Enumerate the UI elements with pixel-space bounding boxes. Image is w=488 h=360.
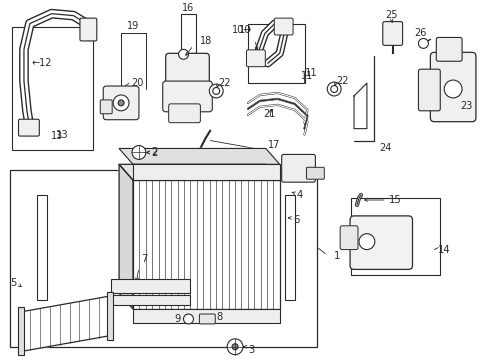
Text: 4: 4 bbox=[296, 190, 302, 200]
Bar bbox=[10, 170, 317, 347]
Text: 22: 22 bbox=[335, 76, 347, 86]
Text: 6: 6 bbox=[293, 215, 299, 225]
Circle shape bbox=[358, 234, 374, 249]
FancyBboxPatch shape bbox=[19, 119, 39, 136]
FancyBboxPatch shape bbox=[163, 81, 212, 112]
FancyBboxPatch shape bbox=[281, 154, 315, 182]
Circle shape bbox=[209, 84, 223, 98]
Bar bbox=[12, 27, 93, 150]
Circle shape bbox=[178, 49, 188, 59]
Text: 1: 1 bbox=[333, 251, 340, 261]
Circle shape bbox=[183, 314, 193, 324]
Text: 17: 17 bbox=[267, 140, 280, 150]
Bar bbox=[18, 307, 24, 355]
FancyBboxPatch shape bbox=[382, 22, 402, 45]
Text: 13: 13 bbox=[56, 130, 68, 140]
Text: 19: 19 bbox=[126, 21, 139, 31]
Text: 11: 11 bbox=[301, 71, 313, 81]
FancyBboxPatch shape bbox=[349, 216, 412, 269]
FancyBboxPatch shape bbox=[246, 50, 265, 67]
Bar bbox=[133, 164, 279, 180]
Circle shape bbox=[118, 100, 124, 106]
Circle shape bbox=[418, 39, 427, 48]
FancyBboxPatch shape bbox=[435, 37, 461, 61]
FancyBboxPatch shape bbox=[168, 104, 200, 123]
FancyBboxPatch shape bbox=[103, 86, 139, 120]
Text: 26: 26 bbox=[413, 28, 426, 39]
Text: 14: 14 bbox=[437, 244, 450, 255]
Text: 21: 21 bbox=[263, 109, 275, 119]
Bar bbox=[37, 195, 47, 300]
Text: 16: 16 bbox=[182, 3, 194, 13]
Text: 15: 15 bbox=[388, 195, 401, 205]
Polygon shape bbox=[119, 164, 279, 180]
Circle shape bbox=[113, 95, 129, 111]
Bar bbox=[133, 309, 279, 323]
Text: 13: 13 bbox=[50, 131, 62, 141]
Text: 5: 5 bbox=[11, 278, 17, 288]
Text: 25: 25 bbox=[385, 10, 397, 20]
Text: 24: 24 bbox=[378, 144, 390, 153]
Text: 2: 2 bbox=[151, 148, 158, 157]
Polygon shape bbox=[20, 296, 109, 352]
Bar bbox=[284, 195, 294, 300]
FancyBboxPatch shape bbox=[100, 100, 112, 114]
Text: 10→: 10→ bbox=[231, 24, 251, 35]
Text: 2: 2 bbox=[150, 148, 157, 158]
FancyBboxPatch shape bbox=[199, 314, 215, 324]
Polygon shape bbox=[353, 83, 366, 129]
Circle shape bbox=[232, 344, 238, 350]
FancyBboxPatch shape bbox=[418, 69, 439, 111]
Bar bbox=[350, 198, 439, 275]
Bar bbox=[111, 279, 190, 293]
FancyBboxPatch shape bbox=[80, 18, 97, 41]
Bar bbox=[111, 295, 190, 305]
FancyBboxPatch shape bbox=[429, 52, 475, 122]
FancyBboxPatch shape bbox=[306, 167, 324, 179]
Text: 3: 3 bbox=[247, 345, 254, 355]
Text: 18: 18 bbox=[200, 36, 212, 46]
Text: 11: 11 bbox=[304, 68, 317, 78]
Circle shape bbox=[227, 339, 243, 355]
Text: 23: 23 bbox=[459, 101, 471, 111]
Text: 7: 7 bbox=[141, 255, 147, 265]
Polygon shape bbox=[119, 164, 133, 309]
Polygon shape bbox=[119, 148, 279, 164]
FancyBboxPatch shape bbox=[165, 53, 209, 89]
FancyBboxPatch shape bbox=[340, 226, 357, 249]
Circle shape bbox=[330, 86, 337, 93]
Text: 9: 9 bbox=[174, 314, 180, 324]
Text: 22: 22 bbox=[218, 78, 230, 88]
FancyBboxPatch shape bbox=[274, 18, 292, 35]
Bar bbox=[247, 23, 305, 83]
Text: 20: 20 bbox=[131, 78, 143, 88]
Bar bbox=[107, 292, 113, 340]
Circle shape bbox=[443, 80, 461, 98]
Text: 8: 8 bbox=[216, 312, 222, 322]
Circle shape bbox=[212, 87, 219, 94]
Bar bbox=[133, 180, 279, 309]
Circle shape bbox=[326, 82, 341, 96]
Text: 10: 10 bbox=[239, 24, 251, 35]
Circle shape bbox=[132, 145, 145, 159]
Text: ←12: ←12 bbox=[32, 58, 52, 68]
